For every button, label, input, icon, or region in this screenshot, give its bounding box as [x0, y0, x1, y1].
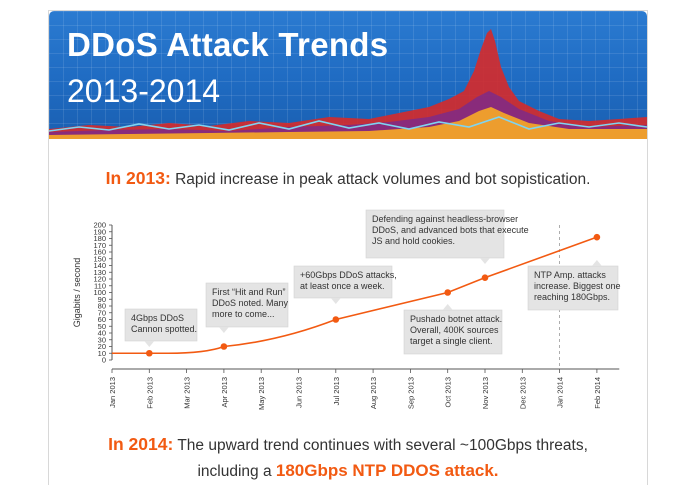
y-tick-label: 190 [93, 227, 106, 236]
annotation-text: First “Hit and Run” [212, 287, 286, 297]
summary-2014-highlight: 180Gbps NTP DDOS attack. [275, 461, 499, 480]
y-tick-label: 100 [93, 288, 106, 297]
annotation-box [527, 265, 619, 311]
y-tick-label: 140 [93, 261, 106, 270]
data-point [593, 233, 601, 241]
annotation-text: more to come... [212, 309, 275, 319]
x-tick-label: Aug 2013 [369, 377, 378, 409]
header-banner: DDoS Attack Trends 2013-2014 [49, 11, 647, 139]
annotation-box [293, 265, 393, 299]
y-tick-label: 160 [93, 248, 106, 257]
y-tick-label: 200 [93, 221, 106, 230]
series-line [112, 236, 598, 355]
infographic-card: DDoS Attack Trends 2013-2014 In 2013: Ra… [48, 10, 648, 485]
annotation-box [205, 282, 289, 328]
annotation-text: DDoS noted. Many [212, 298, 289, 308]
annotation-pointer [442, 304, 453, 310]
annotation-text: Defending against headless-browser [372, 214, 518, 224]
y-tick-label: 90 [98, 295, 106, 304]
y-tick-label: 110 [94, 281, 106, 290]
y-tick-label: 150 [93, 254, 106, 263]
annotation-text: at least once a week. [300, 281, 385, 291]
y-tick-label: 50 [98, 322, 106, 331]
annotation-text: Overall, 400K sources [410, 325, 499, 335]
y-tick-label: 170 [93, 241, 106, 250]
header-traffic-graphic [49, 29, 647, 139]
x-tick-label: Sep 2013 [406, 377, 415, 409]
annotation-text: increase. Biggest one [534, 281, 621, 291]
y-tick-label: 70 [98, 308, 106, 317]
x-tick-label: Feb 2013 [145, 377, 154, 409]
annotation-text: +60Gbps DDoS attacks, [300, 270, 397, 280]
summary-2013: In 2013: Rapid increase in peak attack v… [49, 168, 647, 189]
annotation-pointer [480, 258, 490, 264]
data-point [332, 316, 340, 323]
annotation-pointer [330, 298, 341, 304]
x-tick-label: Mar 2013 [183, 377, 192, 409]
y-tick-label: 130 [93, 268, 106, 277]
y-tick-label: 20 [98, 342, 106, 351]
x-tick-label: Jun 2013 [295, 377, 304, 408]
summary-2014-text-2: including a [197, 463, 276, 480]
annotation-box [124, 308, 198, 342]
y-tick-label: 60 [98, 315, 106, 324]
data-point [220, 343, 228, 350]
y-tick-label: 0 [102, 356, 106, 365]
page-subtitle: 2013-2014 [67, 73, 221, 109]
annotation-pointer [591, 260, 602, 266]
y-tick-label: 180 [93, 234, 106, 243]
annotation-text: NTP Amp. attacks [534, 270, 606, 280]
summary-2013-text: Rapid increase in peak attack volumes an… [170, 171, 591, 188]
annotation-box [365, 209, 505, 259]
summary-2013-year: In 2013: [105, 168, 171, 188]
data-point [481, 274, 489, 281]
x-tick-label: Jan 2014 [556, 377, 565, 408]
summary-2014-year: In 2014: [108, 434, 174, 454]
annotation-text: Pushado botnet attack. [410, 314, 502, 324]
annotation-text: target a single client. [410, 336, 493, 346]
y-tick-label: 120 [93, 275, 106, 284]
x-tick-label: Dec 2013 [518, 377, 527, 409]
y-tick-label: 30 [98, 335, 106, 344]
y-tick-label: 10 [98, 349, 106, 358]
annotation-text: JS and hold cookies. [372, 236, 455, 246]
annotation-text: reaching 180Gbps. [534, 292, 610, 302]
x-tick-label: Nov 2013 [481, 377, 490, 409]
x-tick-label: May 2013 [257, 377, 266, 410]
x-tick-label: Jan 2013 [108, 377, 117, 408]
y-tick-label: 80 [98, 302, 106, 311]
annotation-text: 4Gbps DDoS [131, 313, 184, 323]
page-title: DDoS Attack Trends [67, 26, 389, 63]
y-axis-label: Gigabits / second [72, 258, 82, 328]
x-tick-label: Apr 2013 [220, 377, 229, 407]
y-tick-label: 40 [98, 329, 106, 338]
x-tick-label: Oct 2013 [444, 377, 453, 407]
annotation-text: Cannon spotted. [131, 324, 197, 334]
summary-2014-text-1: The upward trend continues with several … [173, 437, 588, 454]
annotation-pointer [144, 341, 155, 347]
annotation-box [403, 309, 503, 355]
annotation-pointer [218, 327, 229, 333]
x-tick-label: Feb 2014 [593, 377, 602, 409]
summary-2014: In 2014: The upward trend continues with… [49, 432, 647, 484]
x-tick-label: Jul 2013 [332, 377, 341, 405]
annotation-text: DDoS, and advanced bots that execute [372, 225, 529, 235]
data-point [146, 349, 153, 357]
data-point [444, 289, 452, 296]
